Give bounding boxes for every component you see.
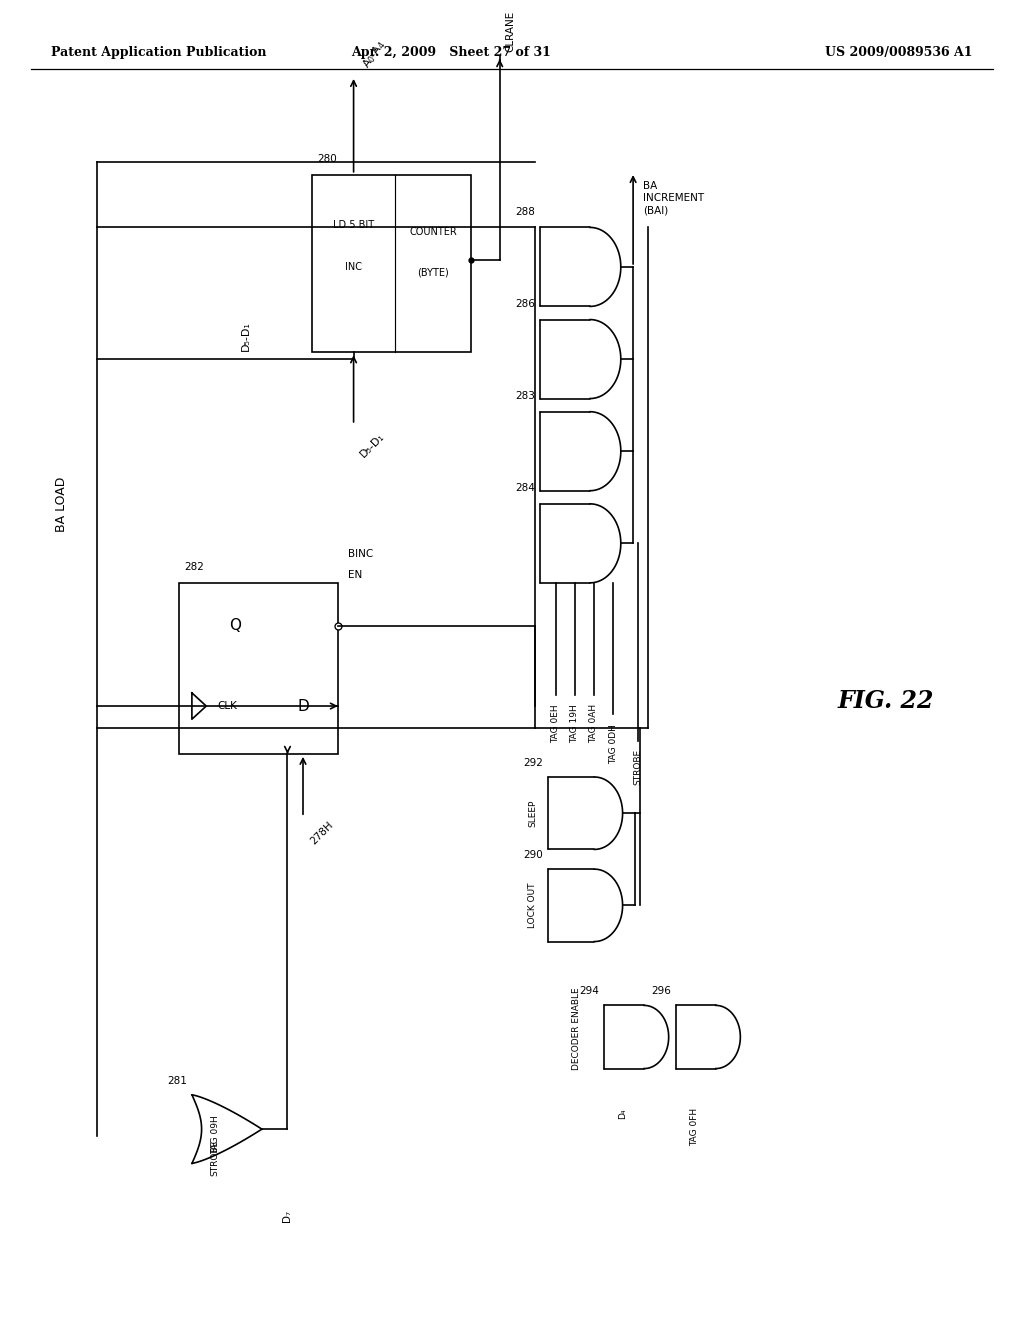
Text: BA
INCREMENT
(BAI): BA INCREMENT (BAI)	[643, 181, 705, 216]
Text: STROBE: STROBE	[634, 748, 643, 785]
Text: 282: 282	[184, 562, 204, 573]
Text: 281: 281	[167, 1076, 186, 1085]
Text: D₅-D₁: D₅-D₁	[241, 321, 251, 351]
Text: Q: Q	[228, 618, 241, 634]
Text: 286: 286	[515, 300, 535, 309]
Text: TAG 0EH: TAG 0EH	[551, 704, 560, 743]
Text: TAG 09H: TAG 09H	[211, 1115, 220, 1154]
Bar	[179, 583, 338, 754]
Text: 283: 283	[515, 391, 535, 401]
Text: STROBE: STROBE	[211, 1139, 220, 1176]
Text: BINC: BINC	[348, 549, 374, 560]
Text: Patent Application Publication: Patent Application Publication	[51, 46, 266, 59]
Text: D₅-D₁: D₅-D₁	[358, 432, 387, 459]
Text: 288: 288	[515, 207, 535, 216]
Text: 284: 284	[515, 483, 535, 494]
Text: 292: 292	[523, 758, 543, 768]
Text: Apr. 2, 2009   Sheet 27 of 31: Apr. 2, 2009 Sheet 27 of 31	[350, 46, 551, 59]
Text: TAG 19H: TAG 19H	[570, 704, 580, 743]
Text: D₄: D₄	[618, 1107, 627, 1118]
Text: 278H: 278H	[308, 820, 335, 846]
Text: A$_0$-A$_4$: A$_0$-A$_4$	[359, 37, 389, 71]
Text: BA LOAD: BA LOAD	[55, 477, 68, 532]
Text: 290: 290	[523, 850, 543, 859]
Text: COUNTER: COUNTER	[409, 227, 457, 236]
Text: 280: 280	[317, 154, 337, 164]
Text: CLK: CLK	[217, 701, 237, 711]
Text: SLEEP: SLEEP	[528, 800, 537, 826]
Text: TAG 0FH: TAG 0FH	[690, 1107, 698, 1146]
Text: INC: INC	[345, 263, 362, 272]
Text: TAG 0AH: TAG 0AH	[590, 704, 598, 743]
Text: D₇: D₇	[283, 1209, 293, 1221]
Text: 296: 296	[651, 986, 671, 997]
Text: 294: 294	[580, 986, 599, 997]
Text: DECODER ENABLE: DECODER ENABLE	[572, 987, 581, 1071]
Text: EN: EN	[348, 570, 362, 581]
Bar	[312, 174, 471, 352]
Text: FIG. 22: FIG. 22	[838, 689, 934, 713]
Text: LOCK OUT: LOCK OUT	[528, 883, 537, 928]
Text: D: D	[297, 698, 309, 714]
Text: TAG 0DH: TAG 0DH	[608, 723, 617, 763]
Text: US 2009/0089536 A1: US 2009/0089536 A1	[825, 46, 973, 59]
Text: LD 5 BIT: LD 5 BIT	[333, 219, 374, 230]
Text: CLRANE: CLRANE	[506, 11, 516, 53]
Text: (BYTE): (BYTE)	[417, 268, 449, 277]
